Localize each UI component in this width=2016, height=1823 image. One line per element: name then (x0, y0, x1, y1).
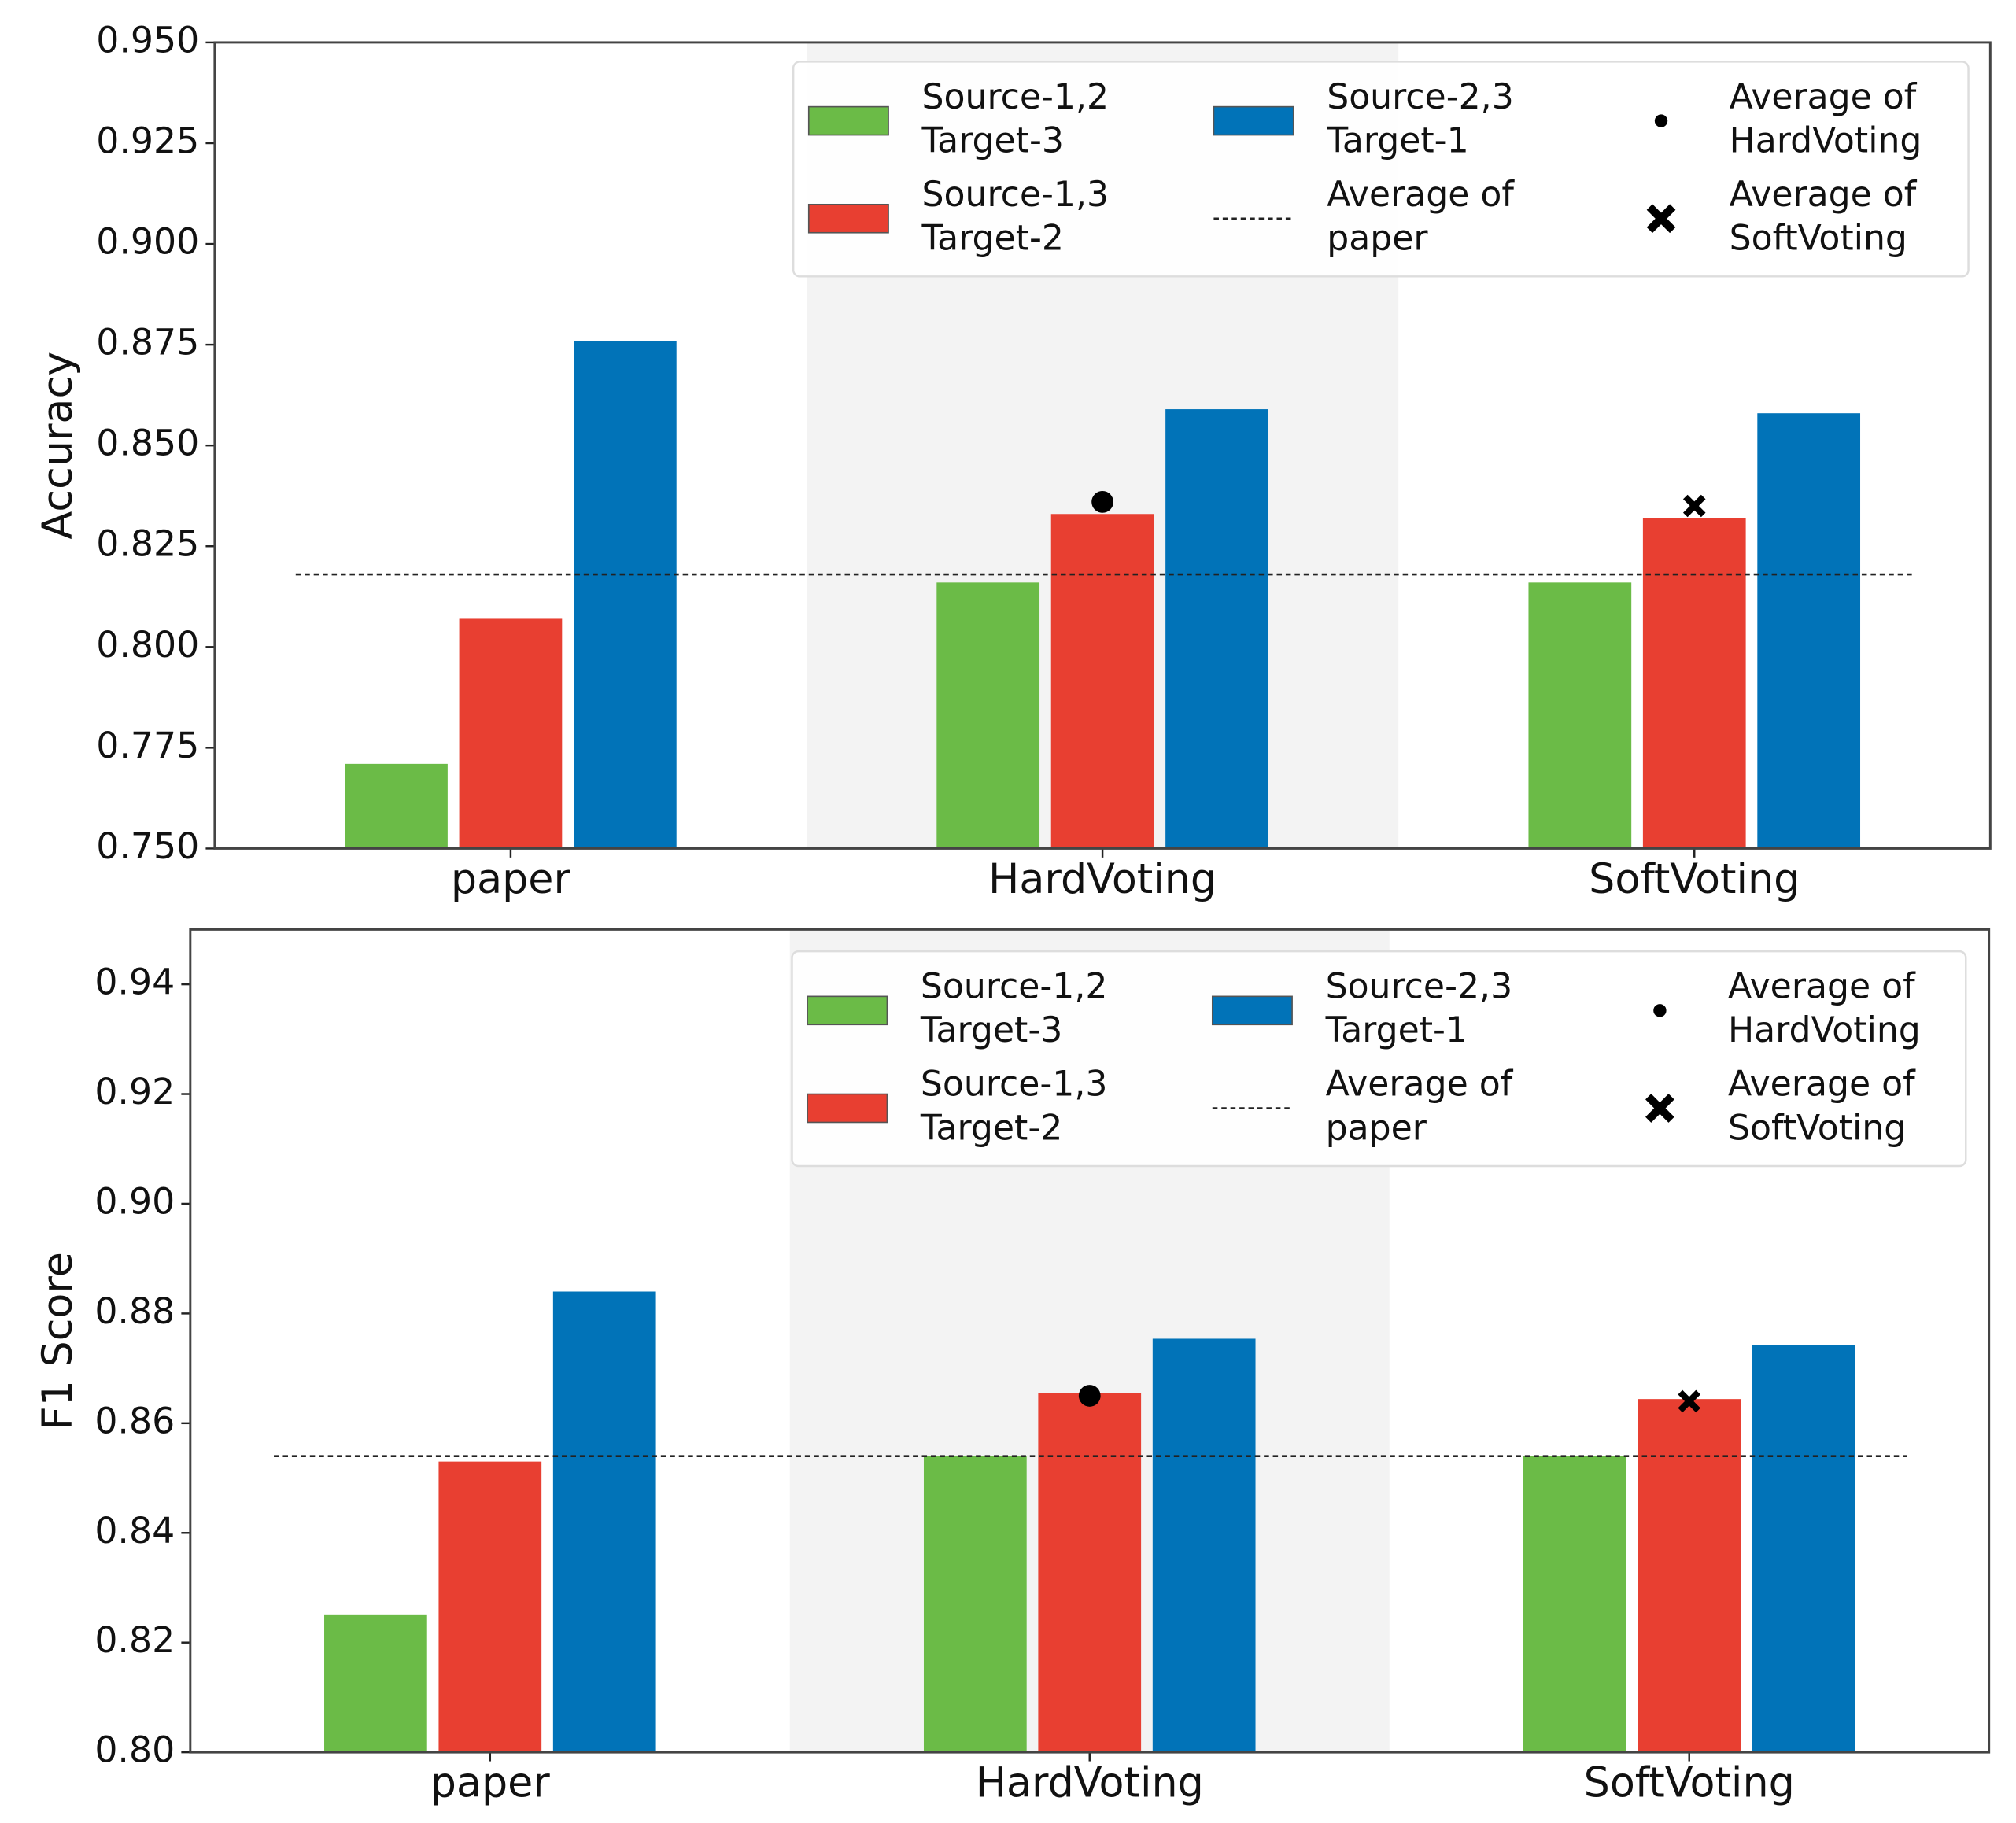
legend-label: Average of paper (1326, 1065, 1514, 1149)
plot-frame (189, 928, 1991, 1754)
y-tick-label: 0.94 (94, 961, 175, 1003)
legend-swatch (807, 1093, 888, 1124)
legend: Source-1,2 Target-3 Source-1,3 Target-2 Sour… (792, 61, 1970, 278)
legend-label: Average of SoftVoting (1728, 1065, 1916, 1149)
plot-frame (213, 41, 1992, 850)
legend-swatch (1213, 105, 1294, 136)
legend: Source-1,2 Target-3 Source-1,3 Target-2 Sour… (791, 950, 1967, 1168)
legend-swatch (807, 995, 888, 1026)
legend-label: Source-1,2 Target-3 (921, 77, 1110, 161)
bar (1152, 1338, 1256, 1753)
bar (1752, 1345, 1855, 1753)
bar (459, 618, 563, 849)
y-tick-label: 0.850 (96, 423, 199, 464)
y-tick-label: 0.750 (96, 825, 199, 867)
average-marker (1682, 494, 1706, 518)
y-tick-label: 0.950 (96, 19, 199, 61)
bar (1038, 1393, 1142, 1753)
bar (324, 1614, 427, 1753)
legend-marker (1653, 1004, 1667, 1017)
y-tick-label: 0.88 (94, 1290, 175, 1332)
y-tick-label: 0.775 (96, 725, 199, 766)
legend-swatch (1211, 995, 1293, 1026)
chart: 0.80 0.82 0.84 0.86 0.88 0.90 0.92 0.94 F1 Score… (34, 928, 1991, 1807)
legend-marker (1645, 1094, 1674, 1123)
y-tick-label: 0.825 (96, 523, 199, 565)
y-tick-label: 0.92 (94, 1071, 175, 1113)
bar (552, 1291, 656, 1753)
legend-label: Source-1,3 Target-2 (920, 1065, 1108, 1149)
y-axis-label: F1 Score (34, 1252, 82, 1430)
average-marker (1678, 1389, 1700, 1413)
y-tick-label: 0.82 (94, 1619, 175, 1661)
bar (1642, 518, 1746, 849)
legend-label: Average of HardVoting (1730, 77, 1922, 161)
bar (345, 763, 448, 849)
legend-label: Source-1,3 Target-2 (921, 175, 1110, 259)
legend-swatch (807, 105, 889, 136)
bar (438, 1461, 542, 1753)
x-tick-label: paper (451, 855, 571, 903)
bar (923, 1456, 1027, 1753)
average-marker (1091, 491, 1113, 513)
legend-label: Average of paper (1327, 175, 1515, 259)
legend-frame (792, 61, 1970, 278)
x-tick-label: SoftVoting (1589, 855, 1800, 903)
bar (1528, 582, 1632, 849)
chart: 0.750 0.775 0.800 0.825 0.850 0.875 0.900 0.925… (34, 19, 1992, 903)
bar (1757, 413, 1861, 849)
legend-frame (791, 950, 1967, 1168)
y-tick-label: 0.86 (94, 1400, 175, 1441)
y-tick-label: 0.90 (94, 1180, 175, 1222)
average-marker (1078, 1385, 1101, 1407)
legend-swatch (807, 203, 889, 234)
bar (1165, 409, 1268, 849)
legend-label: Source-2,3 Target-1 (1326, 77, 1514, 161)
x-tick-label: HardVoting (976, 1759, 1204, 1807)
bar (1050, 514, 1154, 849)
bar (936, 582, 1040, 849)
y-axis-label: Accuracy (34, 352, 82, 540)
y-tick-label: 0.925 (96, 120, 199, 161)
legend-label: Average of SoftVoting (1730, 175, 1918, 259)
bar (1638, 1399, 1741, 1753)
y-tick-label: 0.800 (96, 624, 199, 666)
bar (1523, 1456, 1626, 1753)
x-tick-label: SoftVoting (1584, 1759, 1795, 1807)
y-tick-label: 0.80 (94, 1729, 175, 1771)
legend-label: Average of HardVoting (1728, 967, 1921, 1051)
y-tick-label: 0.84 (94, 1510, 175, 1552)
x-tick-label: HardVoting (988, 855, 1217, 903)
legend-marker (1646, 204, 1676, 234)
bar (574, 340, 677, 849)
legend-label: Source-1,2 Target-3 (920, 967, 1108, 1051)
y-tick-label: 0.875 (96, 322, 199, 363)
y-tick-label: 0.900 (96, 221, 199, 263)
legend-label: Source-2,3 Target-1 (1325, 967, 1513, 1051)
legend-marker (1654, 114, 1668, 127)
x-tick-label: paper (430, 1759, 551, 1807)
